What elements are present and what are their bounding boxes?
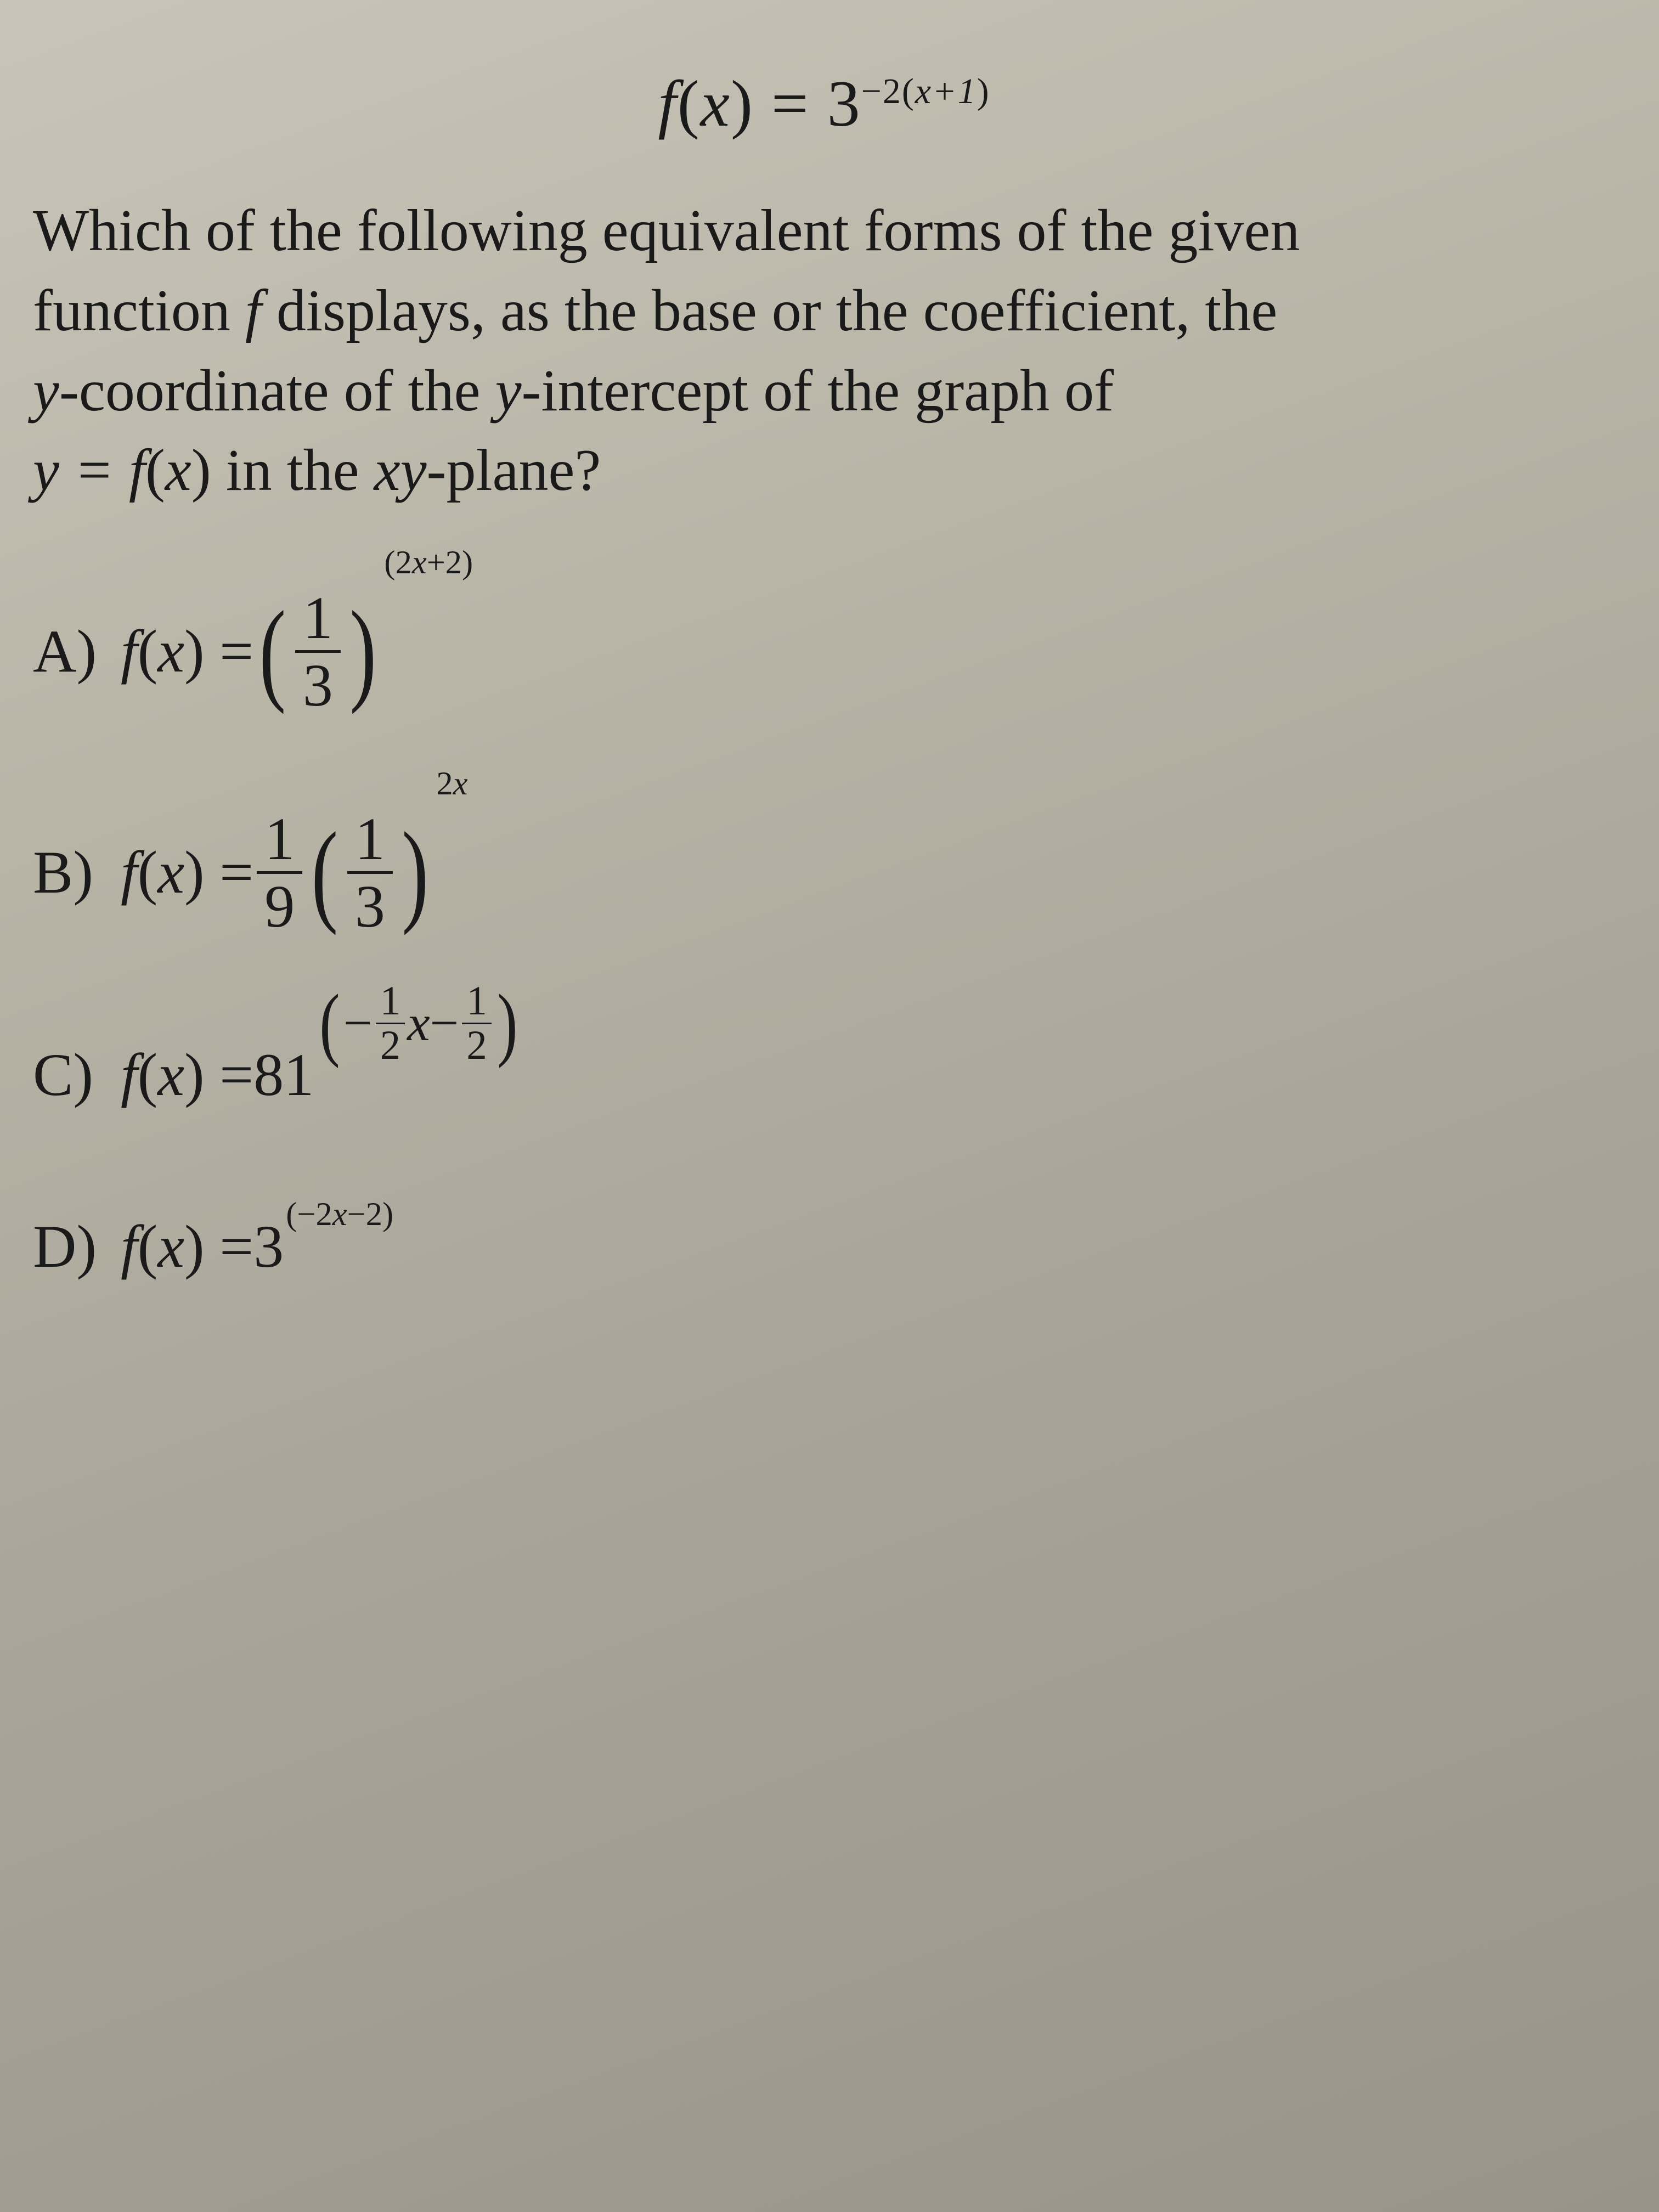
choice-A-label: A) bbox=[33, 618, 121, 685]
q-rp: ) in the bbox=[191, 438, 374, 503]
choice-C-math: f(x) = 81 ( − 1 2 x − 1 2 ) bbox=[121, 1030, 521, 1120]
choice-A-exponent: (2x+2) bbox=[384, 545, 473, 582]
A-num: 1 bbox=[295, 588, 341, 653]
D-base: 3 bbox=[253, 1214, 284, 1280]
B-coef-num: 1 bbox=[257, 809, 302, 874]
C-x: x bbox=[407, 996, 430, 1052]
C-f2-num: 1 bbox=[462, 981, 491, 1025]
choice-B-coef: 1 9 bbox=[257, 809, 302, 936]
q-plane: -plane? bbox=[427, 438, 601, 503]
choice-C-label: C) bbox=[33, 1042, 121, 1108]
q-line3b: -coordinate of the bbox=[59, 358, 495, 424]
C-minus: − bbox=[430, 996, 459, 1052]
choice-B-label: B) bbox=[33, 839, 121, 906]
q-line2a: function bbox=[33, 278, 245, 343]
choice-A-math: f(x) = ( 1 3 ) (2x+2) bbox=[121, 588, 473, 715]
arg-x: x bbox=[701, 67, 731, 140]
exp-coef: −2 bbox=[861, 71, 902, 111]
C-base: 81 bbox=[253, 1042, 314, 1108]
given-function-equation: f(x) = 3−2(x+1) bbox=[33, 66, 1615, 142]
B-coef-den: 9 bbox=[257, 874, 302, 936]
choice-B-fraction: 1 3 bbox=[347, 809, 393, 936]
choice-D-label: D) bbox=[33, 1214, 121, 1280]
choice-B[interactable]: B) f(x) = 1 9 ( 1 3 ) 2x bbox=[33, 809, 1615, 936]
choice-D-math: f(x) = 3 (−2x−2) bbox=[121, 1214, 393, 1280]
B-num: 1 bbox=[347, 809, 393, 874]
q-line3d: -intercept of the graph of bbox=[522, 358, 1114, 424]
choice-A[interactable]: A) f(x) = ( 1 3 ) (2x+2) bbox=[33, 588, 1615, 715]
q-y2: y bbox=[495, 358, 522, 424]
fn-f: f bbox=[658, 67, 677, 140]
choice-D-exponent: (−2x−2) bbox=[286, 1197, 393, 1233]
choice-B-exponent: 2x bbox=[436, 766, 467, 803]
C-frac1: 1 2 bbox=[376, 981, 405, 1067]
q-lp: ( bbox=[145, 438, 165, 503]
A-den: 3 bbox=[295, 653, 341, 715]
C-f2-den: 2 bbox=[462, 1024, 491, 1066]
choice-C[interactable]: C) f(x) = 81 ( − 1 2 x − 1 2 bbox=[33, 1030, 1615, 1120]
choice-A-fraction: 1 3 bbox=[295, 588, 341, 715]
q-yfx: y = f bbox=[33, 438, 145, 503]
choice-B-math: f(x) = 1 9 ( 1 3 ) 2x bbox=[121, 809, 468, 936]
B-den: 3 bbox=[347, 874, 393, 936]
answer-choices: A) f(x) = ( 1 3 ) (2x+2) B) f(x) = bbox=[33, 588, 1615, 1280]
exp-inner: x+1 bbox=[915, 71, 977, 111]
q-fn: f bbox=[245, 278, 262, 343]
page: f(x) = 3−2(x+1) Which of the following e… bbox=[0, 0, 1659, 1280]
q-x: x bbox=[165, 438, 191, 503]
base-3: 3 bbox=[827, 67, 861, 140]
q-xy: xy bbox=[374, 438, 427, 503]
q-line2b: displays, as the base or the coefficient… bbox=[262, 278, 1277, 343]
q-line1: Which of the following equivalent forms … bbox=[33, 198, 1300, 263]
C-f1-den: 2 bbox=[376, 1024, 405, 1066]
C-frac2: 1 2 bbox=[462, 981, 491, 1067]
choice-C-exponent: ( − 1 2 x − 1 2 ) bbox=[316, 979, 521, 1069]
C-neg: − bbox=[343, 996, 373, 1052]
q-y1: y bbox=[33, 358, 59, 424]
C-f1-num: 1 bbox=[376, 981, 405, 1025]
choice-D[interactable]: D) f(x) = 3 (−2x−2) bbox=[33, 1214, 1615, 1280]
question-stem: Which of the following equivalent forms … bbox=[33, 191, 1615, 511]
